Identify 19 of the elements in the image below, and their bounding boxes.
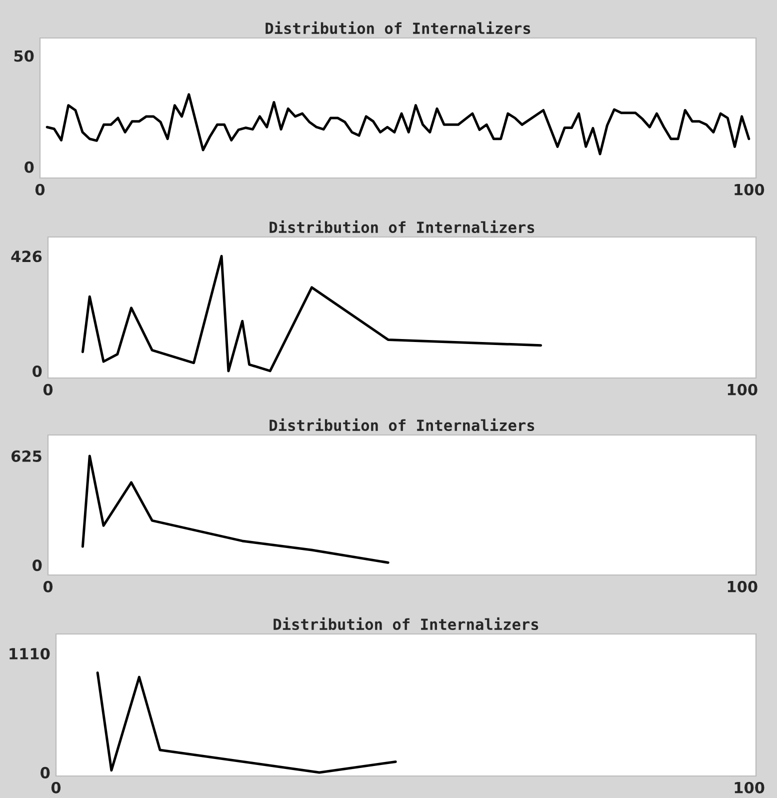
y-tick-label: 625 — [12, 450, 42, 462]
line-series — [81, 454, 390, 564]
chart-title: Distribution of Internalizers — [270, 220, 534, 234]
x-tick-label: 100 — [728, 384, 758, 396]
x-tick-label: 100 — [734, 782, 764, 794]
y-tick-label: 0 — [24, 161, 34, 173]
line-series — [96, 672, 397, 774]
line-series — [46, 93, 750, 156]
y-tick-label: 0 — [32, 560, 42, 572]
y-tick-label: 0 — [32, 365, 42, 378]
y-tick-label: 1110 — [10, 648, 50, 660]
chart-title: Distribution of Internalizers — [266, 21, 530, 34]
x-tick-label: 100 — [734, 184, 764, 196]
line-series — [81, 254, 542, 372]
x-tick-label: 100 — [728, 580, 758, 592]
y-tick-label: 50 — [14, 50, 34, 62]
chart-title: Distribution of Internalizers — [274, 617, 538, 630]
y-tick-label: 426 — [11, 250, 42, 262]
chart-title: Distribution of Internalizers — [270, 418, 534, 432]
